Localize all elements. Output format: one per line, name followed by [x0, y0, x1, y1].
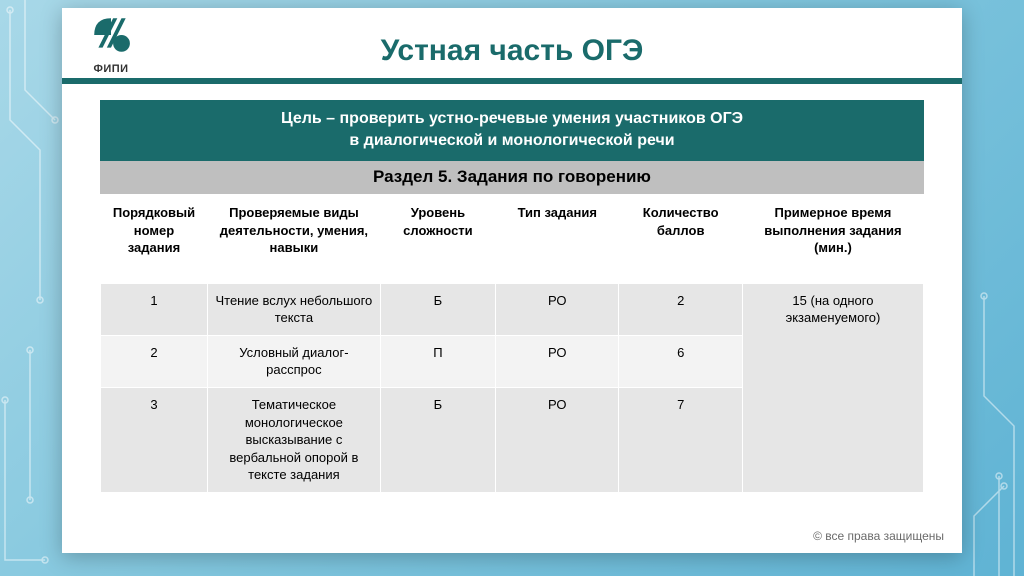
- goal-banner: Цель – проверить устно-речевые умения уч…: [100, 100, 924, 161]
- goal-line1: Цель – проверить устно-речевые умения уч…: [110, 108, 914, 130]
- logo-text: ФИПИ: [80, 63, 142, 75]
- accent-bar: [62, 78, 962, 84]
- col-header: Проверяемые виды деятельности, умения, н…: [207, 194, 380, 283]
- cell-level: П: [380, 335, 495, 387]
- cell-type: РО: [496, 335, 619, 387]
- cell-num: 1: [101, 283, 208, 335]
- cell-level: Б: [380, 283, 495, 335]
- fipi-logo-icon: [90, 14, 132, 56]
- table-row: 1Чтение вслух небольшого текстаБРО215 (н…: [101, 283, 924, 335]
- cell-num: 2: [101, 335, 208, 387]
- col-header: Количество баллов: [619, 194, 742, 283]
- col-header: Уровень сложности: [380, 194, 495, 283]
- section-header: Раздел 5. Задания по говорению: [100, 161, 924, 194]
- cell-points: 6: [619, 335, 742, 387]
- tasks-table: Порядковый номер заданияПроверяемые виды…: [100, 194, 924, 493]
- copyright: © все права защищены: [813, 529, 944, 543]
- col-header: Порядковый номер задания: [101, 194, 208, 283]
- cell-points: 2: [619, 283, 742, 335]
- page-title: Устная часть ОГЭ: [62, 8, 962, 68]
- cell-time-merged: 15 (на одного экзаменуемого): [742, 283, 923, 492]
- cell-type: РО: [496, 283, 619, 335]
- goal-line2: в диалогической и монологической речи: [110, 130, 914, 152]
- slide-card: ФИПИ Устная часть ОГЭ Цель – проверить у…: [62, 8, 962, 553]
- cell-num: 3: [101, 388, 208, 493]
- cell-type: РО: [496, 388, 619, 493]
- cell-skill: Чтение вслух небольшого текста: [207, 283, 380, 335]
- col-header: Тип задания: [496, 194, 619, 283]
- content: Цель – проверить устно-речевые умения уч…: [100, 100, 924, 493]
- cell-skill: Тематическое монологическое высказывание…: [207, 388, 380, 493]
- cell-points: 7: [619, 388, 742, 493]
- cell-skill: Условный диалог-расспрос: [207, 335, 380, 387]
- col-header: Примерное время выполнения задания (мин.…: [742, 194, 923, 283]
- cell-level: Б: [380, 388, 495, 493]
- logo: ФИПИ: [80, 14, 142, 75]
